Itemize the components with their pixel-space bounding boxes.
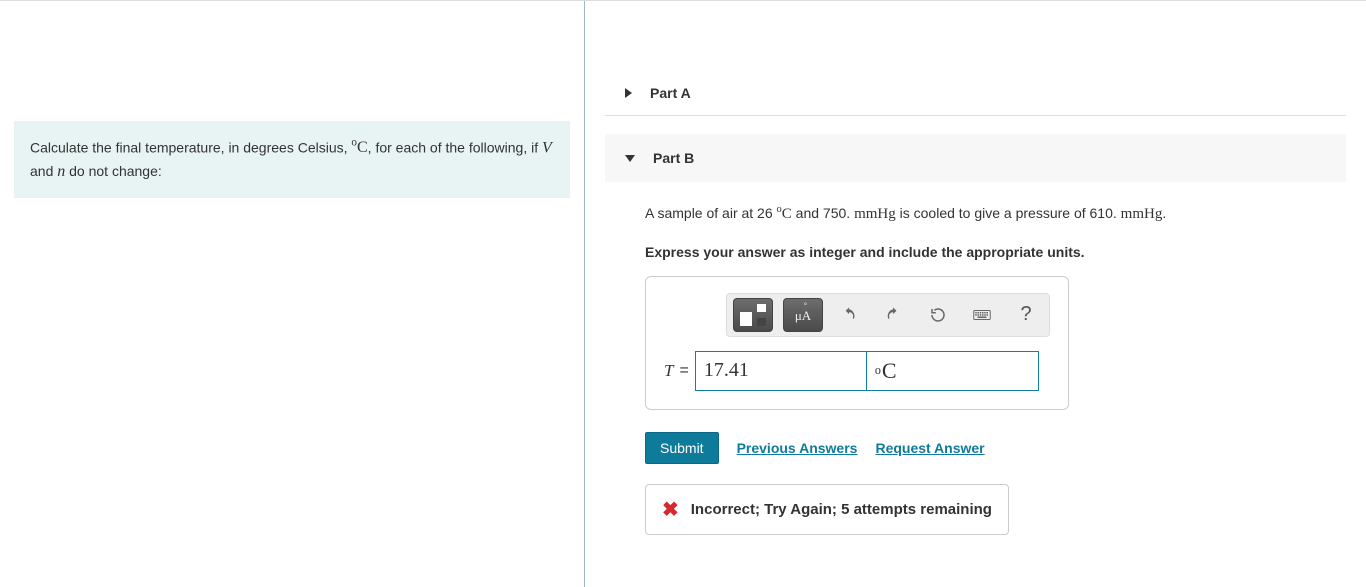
prompt-text-3: and [30,163,57,179]
part-a-label: Part A [650,85,691,101]
problem-prompt: Calculate the final temperature, in degr… [14,121,570,198]
part-a-section: Part A [605,71,1346,116]
equation-lhs: T [664,361,673,381]
chevron-right-icon [625,88,632,98]
q-pre: A sample of air at 26 [645,205,777,221]
prompt-degC: oC [351,139,367,156]
reset-icon [929,306,947,324]
equals-sign: = [679,362,688,380]
q-mid1: and 750. [792,205,854,221]
chevron-down-icon [625,155,635,162]
error-icon: ✖ [662,497,679,522]
reset-button[interactable] [921,298,955,332]
previous-answers-link[interactable]: Previous Answers [737,440,858,456]
part-a-header[interactable]: Part A [605,71,1346,115]
answer-instruction: Express your answer as integer and inclu… [645,244,1306,260]
prompt-var-V: V [542,139,552,156]
keyboard-icon [973,306,991,324]
redo-button[interactable] [877,298,911,332]
undo-icon [841,306,859,324]
equation-toolbar: μA° ? [726,293,1050,337]
question-text: A sample of air at 26 oC and 750. mmHg i… [645,202,1306,226]
part-b-section: Part B [605,134,1346,182]
keyboard-button[interactable] [965,298,999,332]
part-b-label: Part B [653,150,694,166]
q-post: . [1162,205,1166,221]
template-icon [740,304,766,326]
feedback-box: ✖ Incorrect; Try Again; 5 attempts remai… [645,484,1009,535]
redo-icon [885,306,903,324]
prompt-text-4: do not change: [65,163,162,179]
help-button[interactable]: ? [1009,298,1043,332]
right-pane: Part A Part B A sample of air at 26 oC a… [585,1,1366,587]
value-input[interactable] [695,351,867,391]
unit-input[interactable]: oC [867,351,1039,391]
feedback-text: Incorrect; Try Again; 5 attempts remaini… [691,501,992,518]
undo-button[interactable] [833,298,867,332]
units-button[interactable]: μA° [783,298,823,332]
q-mid2: is cooled to give a pressure of 610. [896,205,1121,221]
request-answer-link[interactable]: Request Answer [875,440,984,456]
answer-box: μA° ? [645,276,1069,410]
q-degC: oC [777,206,792,222]
q-mmHg2: mmHg [1121,206,1163,222]
submit-button[interactable]: Submit [645,432,719,464]
left-pane: Calculate the final temperature, in degr… [0,1,585,587]
part-b-body: A sample of air at 26 oC and 750. mmHg i… [605,182,1346,535]
prompt-text-2: , for each of the following, if [368,139,542,155]
part-b-header[interactable]: Part B [605,134,1346,182]
equation-row: T = oC [664,351,1050,391]
q-mmHg1: mmHg [854,206,896,222]
action-row: Submit Previous Answers Request Answer [645,432,1306,464]
units-icon-label: μA° [795,308,811,324]
main-container: Calculate the final temperature, in degr… [0,0,1366,587]
help-icon: ? [1020,303,1031,326]
prompt-text-1: Calculate the final temperature, in degr… [30,139,351,155]
template-button[interactable] [733,298,773,332]
